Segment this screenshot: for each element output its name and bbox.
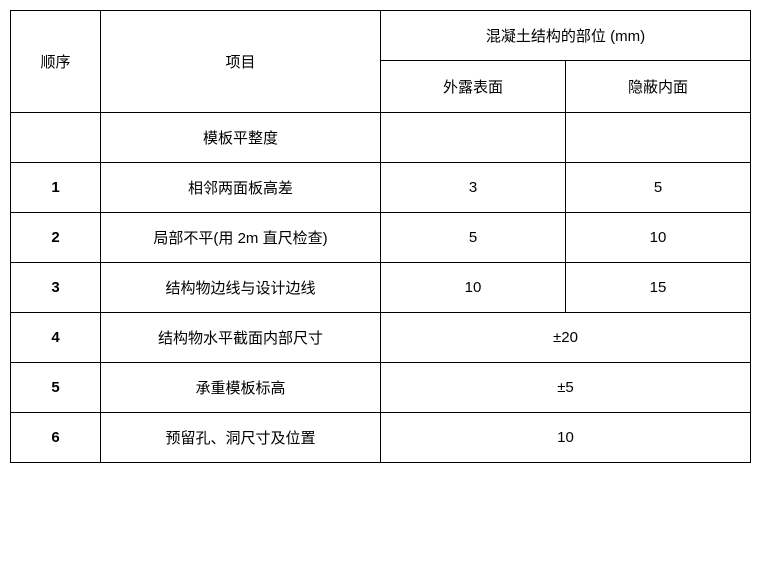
cell-value-merged: 10: [381, 413, 751, 463]
header-sub1: 外露表面: [381, 61, 566, 113]
table-row: 2局部不平(用 2m 直尺检查)510: [11, 213, 751, 263]
table-header: 顺序 项目 混凝土结构的部位 (mm) 外露表面 隐蔽内面: [11, 11, 751, 113]
cell-value2: 5: [566, 163, 751, 213]
cell-value-merged: ±20: [381, 313, 751, 363]
table-row: 1相邻两面板高差35: [11, 163, 751, 213]
cell-value1: 10: [381, 263, 566, 313]
spec-table: 顺序 项目 混凝土结构的部位 (mm) 外露表面 隐蔽内面 模板平整度1相邻两面…: [10, 10, 751, 463]
cell-sequence: 3: [11, 263, 101, 313]
header-sub2: 隐蔽内面: [566, 61, 751, 113]
cell-sequence: 1: [11, 163, 101, 213]
table-row: 6预留孔、洞尺寸及位置10: [11, 413, 751, 463]
cell-item: 模板平整度: [101, 113, 381, 163]
cell-item: 结构物水平截面内部尺寸: [101, 313, 381, 363]
cell-sequence: 6: [11, 413, 101, 463]
cell-item: 局部不平(用 2m 直尺检查): [101, 213, 381, 263]
cell-sequence: [11, 113, 101, 163]
header-group: 混凝土结构的部位 (mm): [381, 11, 751, 61]
cell-value1: 5: [381, 213, 566, 263]
cell-value-merged: ±5: [381, 363, 751, 413]
cell-value1: 3: [381, 163, 566, 213]
table-row: 4结构物水平截面内部尺寸±20: [11, 313, 751, 363]
cell-item: 结构物边线与设计边线: [101, 263, 381, 313]
table-row: 3结构物边线与设计边线1015: [11, 263, 751, 313]
table-body: 模板平整度1相邻两面板高差352局部不平(用 2m 直尺检查)5103结构物边线…: [11, 113, 751, 463]
cell-value2: [566, 113, 751, 163]
cell-value2: 10: [566, 213, 751, 263]
cell-item: 相邻两面板高差: [101, 163, 381, 213]
header-item: 项目: [101, 11, 381, 113]
header-sequence: 顺序: [11, 11, 101, 113]
cell-sequence: 5: [11, 363, 101, 413]
cell-item: 承重模板标高: [101, 363, 381, 413]
cell-sequence: 4: [11, 313, 101, 363]
cell-sequence: 2: [11, 213, 101, 263]
table-row: 模板平整度: [11, 113, 751, 163]
table-row: 5承重模板标高±5: [11, 363, 751, 413]
cell-value2: 15: [566, 263, 751, 313]
cell-item: 预留孔、洞尺寸及位置: [101, 413, 381, 463]
cell-value1: [381, 113, 566, 163]
